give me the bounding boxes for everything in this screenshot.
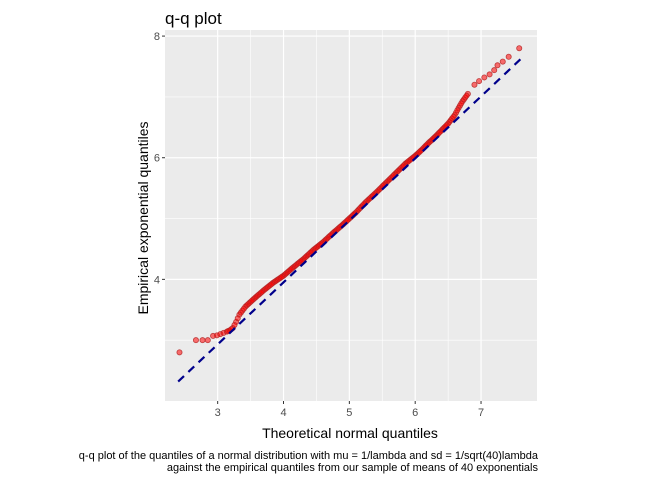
data-point (204, 337, 211, 344)
chart-title: q-q plot (165, 9, 222, 28)
x-tick-label: 4 (280, 407, 286, 419)
data-point (499, 58, 506, 65)
data-point (463, 92, 470, 99)
x-tick-label: 6 (412, 407, 418, 419)
data-point (192, 337, 199, 344)
data-point (476, 78, 483, 85)
data-point (505, 53, 512, 60)
data-point (491, 67, 498, 74)
caption-line-1: q-q plot of the quantiles of a normal di… (79, 450, 539, 462)
data-point (231, 321, 238, 328)
x-axis-title: Theoretical normal quantiles (262, 425, 438, 441)
caption-line-2: against the empirical quantiles from our… (167, 462, 539, 474)
data-point (199, 337, 206, 344)
x-tick-label: 5 (346, 407, 352, 419)
x-tick-label: 7 (478, 407, 484, 419)
data-point (471, 81, 478, 88)
data-points (176, 45, 523, 356)
y-axis-title: Empirical exponential quantiles (135, 122, 151, 315)
y-tick-label: 6 (154, 153, 160, 165)
data-point (516, 45, 523, 52)
data-point (234, 315, 241, 322)
data-point (458, 100, 465, 107)
data-point (494, 62, 501, 69)
data-point (454, 107, 461, 114)
data-point (486, 71, 493, 78)
axis-ticks: 3 4 5 6 7 4 6 8 (154, 31, 484, 419)
y-tick-label: 4 (154, 274, 160, 286)
data-point (176, 349, 183, 356)
data-point (450, 113, 457, 120)
y-tick-label: 8 (154, 31, 160, 43)
x-tick-label: 3 (215, 407, 221, 419)
data-point (481, 74, 488, 81)
